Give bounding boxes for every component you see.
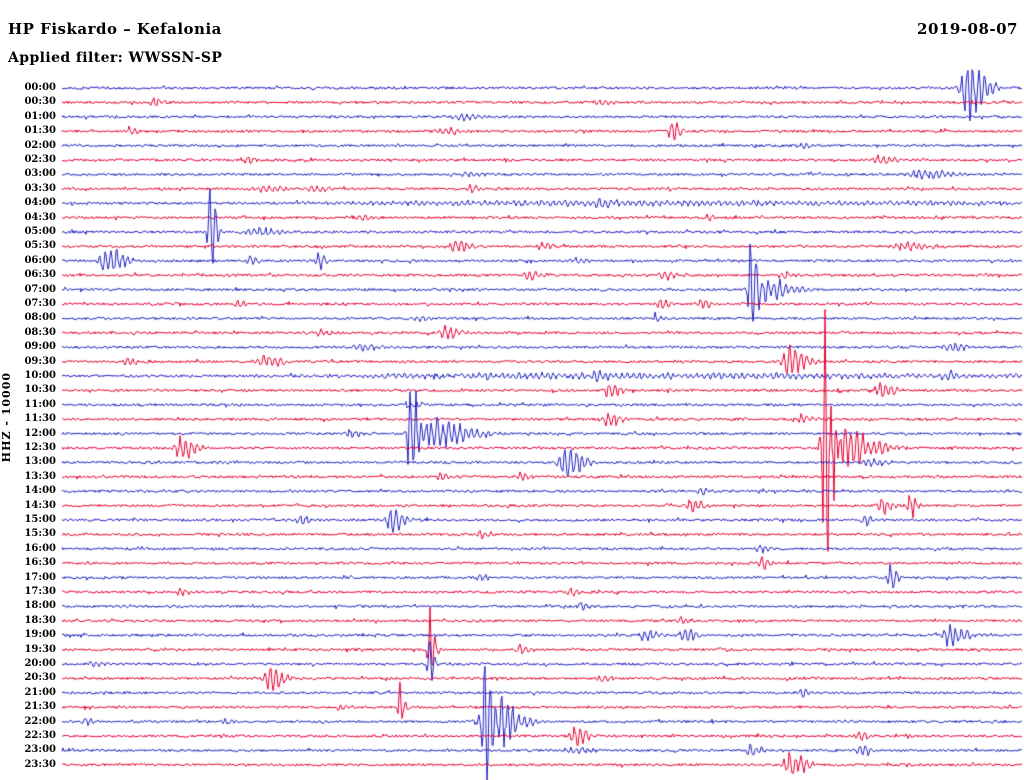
time-label-1030: 10:30 [24,384,56,396]
time-label-1730: 17:30 [24,586,56,597]
time-label-2100: 21:00 [24,686,56,698]
time-label-1330: 13:30 [24,470,56,482]
time-label-2030: 20:30 [24,672,56,684]
time-label-1600: 16:00 [24,542,56,554]
time-label-2130: 21:30 [24,701,56,713]
time-label-0500: 05:00 [24,226,56,237]
time-label-1000: 10:00 [24,370,56,381]
time-label-1100: 11:00 [24,398,56,410]
time-label-0200: 02:00 [24,139,56,151]
time-label-0800: 08:00 [24,312,56,324]
time-label-0030: 00:30 [24,96,56,108]
filter-label: Applied filter: WWSSN-SP [8,50,223,66]
time-label-0330: 03:30 [24,182,56,194]
time-label-0630: 06:30 [24,269,56,281]
time-label-1400: 14:00 [24,485,56,497]
time-label-1630: 16:30 [24,557,56,569]
time-label-0000: 00:00 [24,82,56,93]
time-label-0130: 01:30 [24,125,56,137]
record-date: 2019-08-07 [917,20,1018,38]
time-label-0400: 04:00 [24,197,56,209]
time-label-0600: 06:00 [24,254,56,266]
time-label-1930: 19:30 [24,643,56,655]
time-label-1800: 18:00 [24,600,56,612]
time-label-0100: 01:00 [24,110,56,122]
time-label-1230: 12:30 [24,442,56,453]
time-label-1530: 15:30 [24,528,56,540]
time-label-1700: 17:00 [24,571,56,583]
time-label-2230: 22:30 [24,730,56,741]
time-label-0430: 04:30 [24,211,56,223]
time-label-1830: 18:30 [24,614,56,626]
time-label-2200: 22:00 [24,715,56,727]
time-label-1500: 15:00 [24,514,56,525]
station-title: HP Fiskardo – Kefalonia [8,20,222,38]
time-label-1900: 19:00 [24,629,56,641]
time-label-2000: 20:00 [24,658,56,669]
time-label-1300: 13:00 [24,456,56,468]
time-label-0930: 09:30 [24,355,56,367]
time-label-1200: 12:00 [24,427,56,439]
time-label-2300: 23:00 [24,744,56,756]
time-label-0900: 09:00 [24,341,56,353]
time-label-2330: 23:30 [24,758,56,770]
time-label-0830: 08:30 [24,326,56,338]
time-label-0530: 05:30 [24,240,56,252]
time-label-1130: 11:30 [24,413,56,425]
time-label-0300: 03:00 [24,168,56,180]
time-label-0730: 07:30 [24,298,56,309]
time-label-0700: 07:00 [24,283,56,295]
time-label-0230: 02:30 [24,154,56,165]
time-label-1430: 14:30 [24,499,56,511]
time-labels: 00:00 00:30 01:00 01:30 02:00 02:30 03:00 03:30… [0,0,58,780]
